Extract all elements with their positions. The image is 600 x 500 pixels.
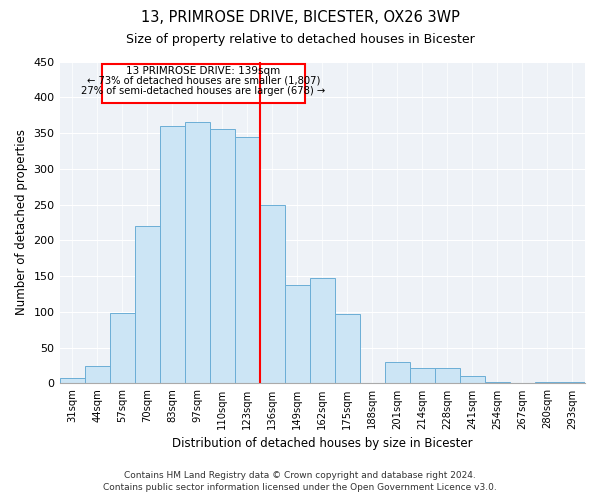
Bar <box>235 136 260 384</box>
Text: 13, PRIMROSE DRIVE, BICESTER, OX26 3WP: 13, PRIMROSE DRIVE, BICESTER, OX26 3WP <box>140 10 460 25</box>
Bar <box>110 314 134 384</box>
Bar <box>335 314 360 384</box>
Bar <box>160 126 185 384</box>
Text: Contains HM Land Registry data © Crown copyright and database right 2024.
Contai: Contains HM Land Registry data © Crown c… <box>103 471 497 492</box>
Bar <box>460 376 485 384</box>
Bar <box>59 378 85 384</box>
Text: ← 73% of detached houses are smaller (1,807): ← 73% of detached houses are smaller (1,… <box>87 76 320 86</box>
Bar <box>185 122 209 384</box>
Bar <box>535 382 560 384</box>
Text: 27% of semi-detached houses are larger (678) →: 27% of semi-detached houses are larger (… <box>81 86 326 96</box>
X-axis label: Distribution of detached houses by size in Bicester: Distribution of detached houses by size … <box>172 437 473 450</box>
Bar <box>485 382 510 384</box>
Bar <box>560 382 585 384</box>
Bar <box>134 226 160 384</box>
Text: 13 PRIMROSE DRIVE: 139sqm: 13 PRIMROSE DRIVE: 139sqm <box>126 66 281 76</box>
Bar <box>310 278 335 384</box>
Bar <box>385 362 410 384</box>
FancyBboxPatch shape <box>102 64 305 103</box>
Text: Size of property relative to detached houses in Bicester: Size of property relative to detached ho… <box>125 32 475 46</box>
Y-axis label: Number of detached properties: Number of detached properties <box>15 130 28 316</box>
Bar <box>209 130 235 384</box>
Bar <box>285 284 310 384</box>
Bar <box>410 368 435 384</box>
Bar <box>435 368 460 384</box>
Bar <box>85 366 110 384</box>
Bar <box>260 204 285 384</box>
